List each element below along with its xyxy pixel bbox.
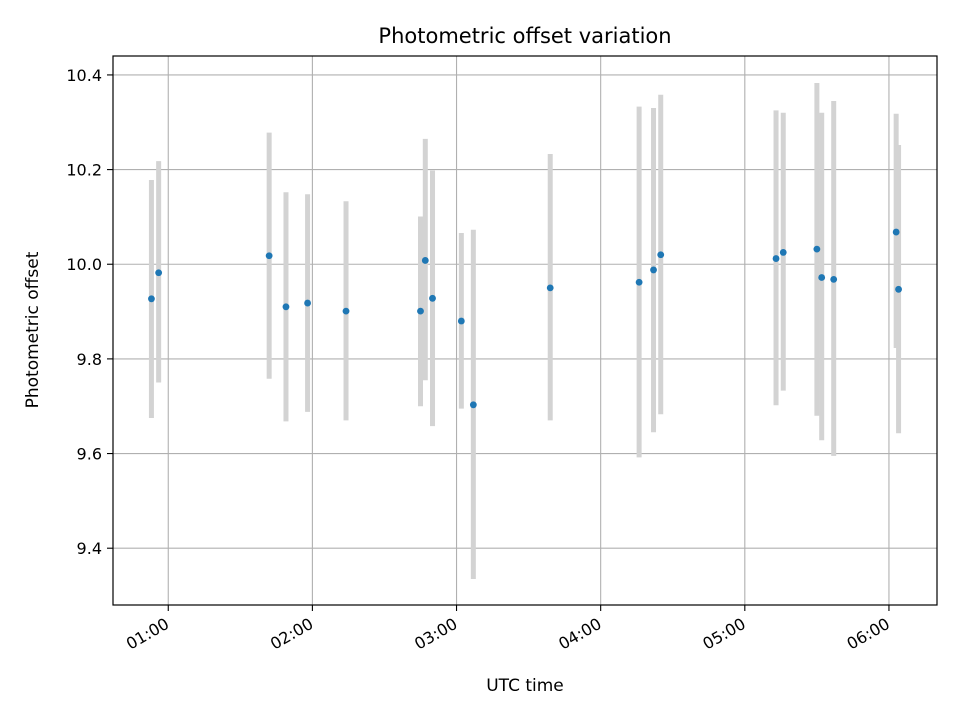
data-point <box>148 295 155 303</box>
data-point <box>813 245 821 253</box>
data-point <box>417 307 424 315</box>
chart-title: Photometric offset variation <box>378 24 671 48</box>
data-point <box>265 252 273 260</box>
data-point <box>421 257 429 264</box>
data-point <box>282 303 290 311</box>
data-point <box>895 285 902 293</box>
data-point <box>772 255 780 262</box>
data-point <box>650 266 657 274</box>
y-axis-title: Photometric offset <box>23 251 43 408</box>
data-point <box>892 228 900 236</box>
data-point <box>304 299 311 307</box>
y-tick-label: 10.0 <box>66 255 102 274</box>
y-tick-label: 9.8 <box>77 350 102 369</box>
data-point <box>818 274 826 281</box>
y-tick-label: 10.2 <box>66 161 102 180</box>
y-tick-label: 9.4 <box>77 539 102 558</box>
data-points <box>148 228 902 409</box>
plot-frame <box>112 55 938 606</box>
data-point <box>657 251 665 259</box>
data-point <box>469 401 477 409</box>
y-tick-label: 10.4 <box>66 66 102 85</box>
data-point <box>429 294 436 302</box>
y-tick-label: 9.6 <box>77 445 102 464</box>
grid-lines <box>113 56 937 605</box>
y-axis-ticks: 9.4 9.6 9.8 10.0 10.2 10.4 <box>66 66 113 558</box>
data-point <box>830 275 838 283</box>
data-point <box>779 249 787 256</box>
data-point <box>342 307 350 315</box>
x-axis-title: UTC time <box>486 676 564 696</box>
data-point <box>155 269 163 277</box>
data-point <box>635 278 643 286</box>
data-point <box>546 284 554 292</box>
data-point <box>457 317 465 325</box>
